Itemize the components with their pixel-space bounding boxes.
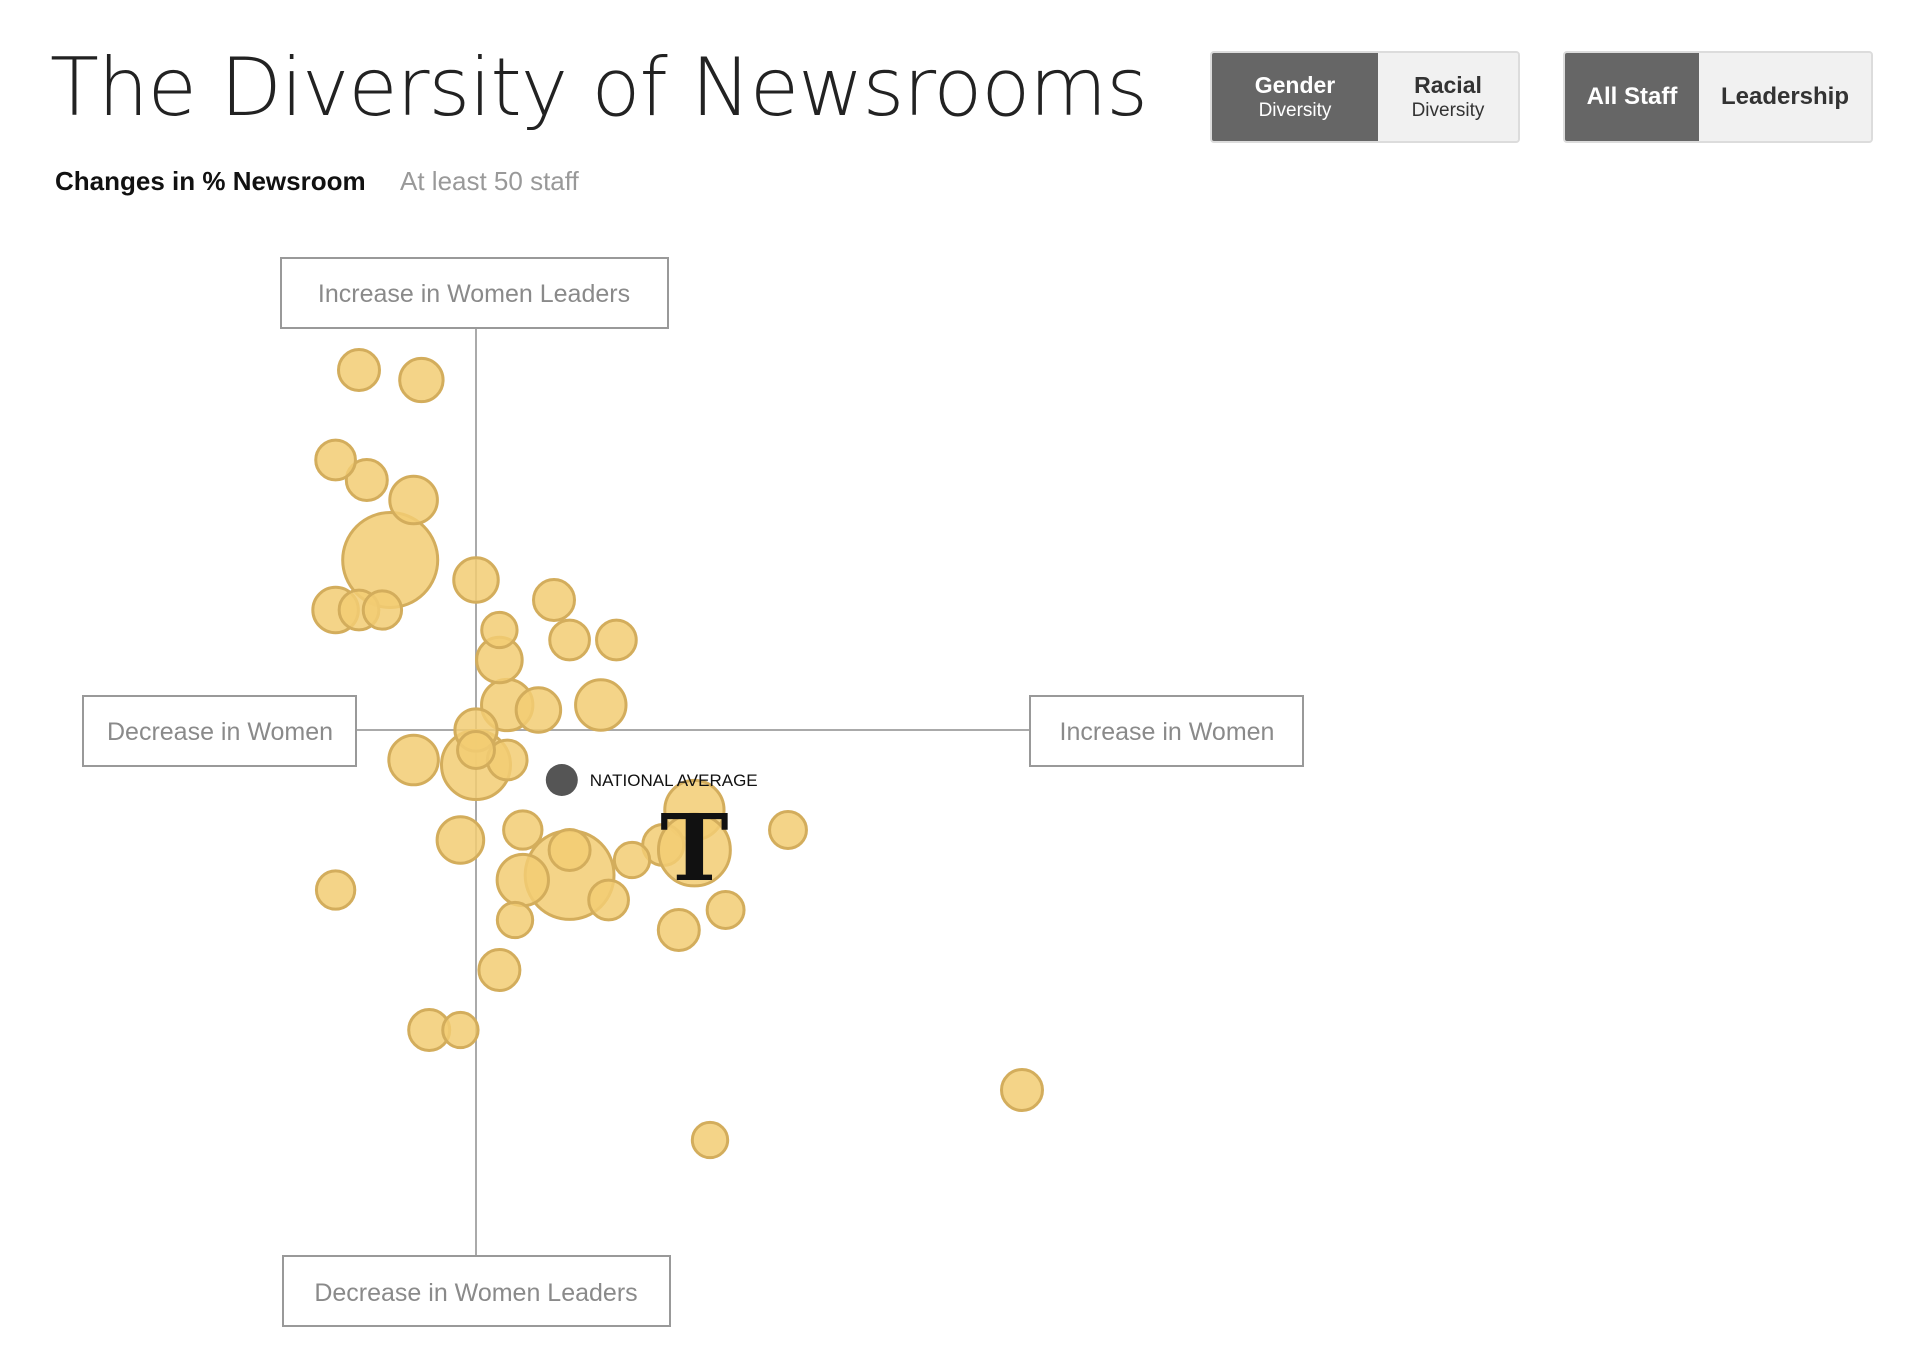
newsroom-bubble[interactable]	[612, 840, 652, 880]
newsroom-bubble[interactable]	[532, 578, 576, 622]
quadrant-label-right-text: Increase in Women	[1060, 718, 1275, 746]
newsroom-bubble[interactable]	[387, 733, 440, 787]
newsroom-bubble[interactable]	[477, 948, 522, 992]
newsroom-bubble[interactable]	[435, 815, 486, 865]
newsroom-bubble[interactable]	[587, 878, 630, 922]
bubble-layer: T	[311, 348, 1044, 1160]
newsroom-bubble[interactable]	[547, 828, 592, 872]
racial-diversity-label: Racial	[1414, 72, 1482, 98]
newsroom-bubble[interactable]	[314, 869, 357, 911]
all-staff-button[interactable]: All Staff	[1565, 53, 1699, 141]
racial-diversity-sublabel: Diversity	[1411, 100, 1485, 121]
newsroom-bubble[interactable]	[705, 890, 746, 930]
newsroom-bubble[interactable]	[656, 908, 701, 952]
gender-diversity-sublabel: Diversity	[1258, 100, 1332, 121]
newsroom-bubble[interactable]	[502, 809, 544, 851]
quadrant-label-bottom-text: Decrease in Women Leaders	[314, 1279, 637, 1307]
newsroom-bubble[interactable]	[480, 610, 519, 650]
newsroom-bubble[interactable]	[548, 618, 591, 662]
leadership-button[interactable]: Leadership	[1699, 53, 1871, 141]
nyt-bubble[interactable]	[656, 812, 732, 888]
page-title: The Diversity of Newsrooms	[50, 41, 1148, 134]
national-average-label: NATIONAL AVERAGE	[590, 771, 758, 790]
quadrant-label-left-text: Decrease in Women	[107, 718, 333, 746]
newsroom-bubble[interactable]	[337, 348, 381, 392]
staff-filter-note: At least 50 staff	[400, 166, 579, 196]
newsroom-bubble[interactable]	[495, 900, 535, 940]
newsroom-bubble[interactable]	[768, 810, 808, 850]
newsroom-bubble[interactable]	[595, 618, 638, 662]
diversity-toggle: Gender Diversity Racial Diversity	[1210, 51, 1520, 143]
racial-diversity-button[interactable]: Racial Diversity	[1378, 53, 1518, 141]
quadrant-label-bottom: Decrease in Women Leaders	[282, 1255, 671, 1327]
quadrant-label-right: Increase in Women	[1029, 695, 1304, 767]
gender-diversity-label: Gender	[1254, 72, 1336, 98]
newsroom-bubble[interactable]	[441, 1010, 480, 1050]
newsroom-bubble[interactable]	[398, 356, 445, 404]
newsroom-bubble[interactable]	[361, 589, 404, 631]
quadrant-label-left: Decrease in Women	[82, 695, 357, 767]
newsroom-bubble[interactable]	[388, 474, 439, 526]
all-staff-label: All Staff	[1586, 83, 1678, 110]
national-average[interactable]: NATIONAL AVERAGE	[545, 764, 758, 796]
newsroom-bubble[interactable]	[314, 438, 357, 482]
newsroom-bubble[interactable]	[574, 678, 628, 732]
staff-toggle: All Staff Leadership	[1563, 51, 1873, 143]
newsroom-bubble[interactable]	[514, 686, 563, 734]
newsroom-bubble[interactable]	[452, 556, 500, 604]
newsroom-bubble[interactable]	[1000, 1068, 1044, 1112]
quadrant-label-top: Increase in Women Leaders	[280, 257, 669, 329]
chart-subtitle: Changes in % Newsroom	[55, 166, 366, 196]
newsroom-bubble[interactable]	[456, 730, 496, 770]
newsroom-bubble[interactable]	[495, 852, 550, 908]
national-average-dot[interactable]	[545, 764, 578, 796]
nyt-t-logo-icon: T	[660, 794, 728, 902]
gender-diversity-button[interactable]: Gender Diversity	[1212, 53, 1378, 141]
newsroom-bubble[interactable]	[344, 458, 389, 502]
newsroom-bubble[interactable]	[690, 1120, 730, 1160]
quadrant-label-top-text: Increase in Women Leaders	[318, 280, 630, 308]
leadership-label: Leadership	[1720, 83, 1850, 110]
